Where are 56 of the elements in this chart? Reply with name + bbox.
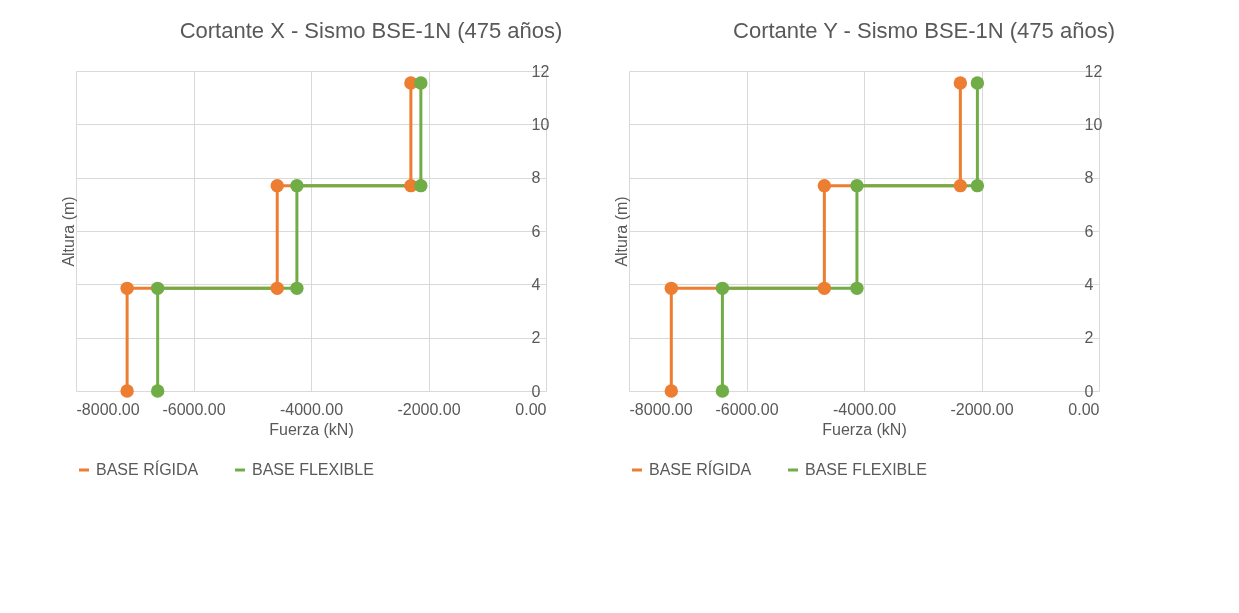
point: [120, 384, 134, 398]
point: [414, 178, 428, 193]
point: [270, 178, 284, 193]
y-tick-label: 6: [1084, 222, 1094, 240]
legend-label: BASE FLEXIBLE: [805, 461, 927, 478]
y-tick-label: 4: [1084, 275, 1094, 293]
y-tick-label: 10: [1084, 115, 1103, 133]
point: [715, 384, 730, 398]
x-tick-label: -2000.00: [397, 400, 461, 418]
y-tick-label: 4: [531, 275, 541, 293]
x-tick-label: -6000.00: [162, 400, 226, 418]
point: [664, 384, 679, 398]
point: [150, 384, 165, 398]
y-tick-label: 6: [531, 222, 541, 240]
x-axis-title: Fuerza (kN): [269, 420, 354, 438]
point: [970, 178, 985, 193]
point: [150, 281, 165, 296]
point: [290, 178, 304, 193]
y-axis-title: Altura (m): [612, 196, 630, 267]
chart-title: Cortante Y - Sismo BSE-1N (475 años): [733, 18, 1115, 43]
x-tick-label: -8000.00: [76, 400, 140, 418]
x-tick-label: -6000.00: [715, 400, 779, 418]
point: [715, 281, 730, 296]
chart-title: Cortante X - Sismo BSE-1N (475 años): [179, 18, 563, 43]
y-tick-label: 10: [531, 115, 550, 133]
point: [850, 281, 864, 296]
x-tick-label: -4000.00: [279, 400, 344, 418]
point: [817, 178, 832, 193]
legend-label: BASE RÍGIDA: [649, 460, 752, 478]
y-tick-label: 2: [531, 329, 541, 347]
y-tick-label: 12: [531, 62, 550, 80]
point: [953, 178, 968, 193]
y-axis-title: Altura (m): [59, 196, 77, 267]
legend-label: BASE FLEXIBLE: [252, 461, 374, 478]
point: [850, 178, 864, 193]
x-tick-label: -4000.00: [832, 400, 897, 418]
point: [270, 281, 284, 296]
y-tick-label: 0: [1084, 382, 1094, 400]
y-tick-label: 8: [1084, 169, 1094, 187]
point: [120, 281, 134, 296]
point: [664, 281, 679, 296]
x-tick-label: 0.00: [1068, 400, 1100, 418]
x-tick-label: -8000.00: [629, 400, 693, 418]
legend-label: BASE RÍGIDA: [96, 460, 199, 478]
point: [414, 76, 428, 90]
x-tick-label: 0.00: [515, 400, 547, 418]
y-tick-label: 12: [1084, 62, 1103, 80]
y-tick-label: 2: [1084, 329, 1094, 347]
point: [953, 76, 968, 90]
point: [817, 281, 832, 296]
y-tick-label: 0: [531, 382, 541, 400]
x-tick-label: -2000.00: [950, 400, 1014, 418]
point: [970, 76, 985, 90]
point: [290, 281, 304, 296]
y-tick-label: 8: [531, 169, 541, 187]
x-axis-title: Fuerza (kN): [822, 420, 907, 438]
